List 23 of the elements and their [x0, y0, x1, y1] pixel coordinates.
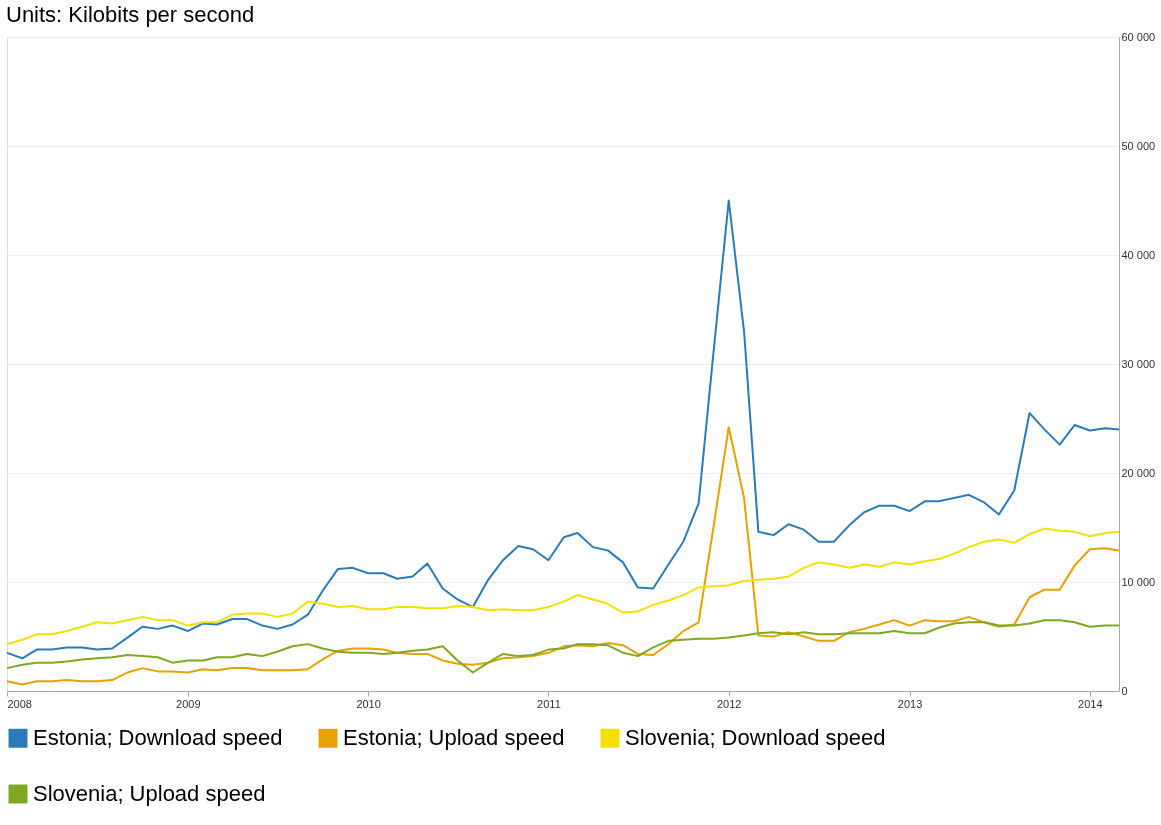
y-tick-label: 20 000 [1121, 466, 1156, 479]
y-tick-label: 40 000 [1121, 248, 1156, 261]
y-tick-label: 0 [1121, 684, 1128, 697]
line-series [6, 426, 1120, 686]
y-tick-label: 50 000 [1121, 139, 1156, 152]
line-series [6, 527, 1120, 646]
y-tick-label: 30 000 [1121, 357, 1156, 370]
legend-label: Slovenia; Download speed [625, 725, 886, 751]
line-series [6, 619, 1120, 674]
x-tick-label: 2012 [717, 697, 742, 710]
chart-title: Units: Kilobits per second [6, 2, 255, 27]
x-tick-label: 2011 [537, 697, 561, 710]
x-tick-label: 2009 [176, 697, 201, 710]
legend-label: Estonia; Upload speed [343, 725, 565, 751]
x-tick-label: 2010 [356, 697, 381, 710]
legend-label: Slovenia; Upload speed [33, 781, 266, 806]
x-tick-label: 2013 [897, 697, 923, 710]
y-tick-label: 60 000 [1121, 30, 1156, 43]
x-tick-label: 2014 [1078, 697, 1103, 710]
x-tick-label: 2008 [7, 697, 32, 710]
legend-label: Estonia; Download speed [33, 725, 283, 751]
line-series [6, 199, 1120, 660]
y-tick-label: 10 000 [1121, 575, 1156, 588]
